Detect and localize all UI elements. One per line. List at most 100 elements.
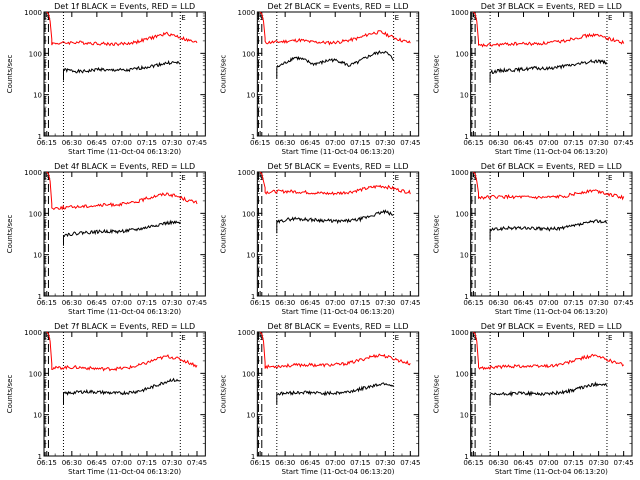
y-tick-label: 1000 (24, 9, 42, 17)
x-tick-label: 06:30 (275, 299, 295, 307)
y-tick-label: 1000 (24, 329, 42, 337)
plot-frame (256, 171, 420, 297)
y-tick-label: 10 (246, 92, 255, 100)
x-tick-label: 07:45 (400, 299, 420, 307)
chart-panel-6: Det 6f BLACK = Events, RED = LLD 1 10 100 10… (433, 162, 634, 316)
end-marker-label: E (395, 14, 399, 22)
x-tick-label: 06:15 (37, 139, 57, 147)
x-tick-label: 06:45 (87, 299, 107, 307)
x-tick-label: 07:00 (325, 139, 345, 147)
x-tick-label: 07:45 (614, 299, 634, 307)
x-tick-label: 06:30 (275, 139, 295, 147)
y-tick-label: 1000 (238, 329, 256, 337)
x-tick-label: 07:45 (187, 139, 207, 147)
x-tick-label: 06:30 (62, 299, 82, 307)
x-tick-label: 07:15 (137, 459, 157, 467)
x-tick-label: 06:30 (488, 139, 508, 147)
x-tick-label: 07:30 (589, 459, 609, 467)
y-axis-label: Counts/sec (433, 215, 441, 254)
y-tick-label: 1000 (451, 9, 469, 17)
chart-title: Det 5f BLACK = Events, RED = LLD (267, 162, 408, 171)
start-marker-label: S (473, 334, 478, 342)
x-axis-label: Start Time (11-Oct-04 06:13:20) (282, 468, 395, 476)
x-tick-label: 07:15 (350, 459, 370, 467)
lld-series-line (473, 11, 625, 48)
chart-panel-3: Det 3f BLACK = Events, RED = LLD 1 10 100 10… (433, 2, 634, 156)
events-series-line (489, 381, 608, 406)
y-axis-label: Counts/sec (6, 375, 14, 414)
y-tick-label: 1 (38, 293, 42, 301)
x-tick-label: 06:15 (250, 139, 270, 147)
x-tick-label: 07:15 (563, 299, 583, 307)
end-marker-label: E (181, 14, 185, 22)
x-tick-label: 07:45 (187, 299, 207, 307)
x-tick-label: 07:15 (350, 299, 370, 307)
y-tick-label: 100 (29, 210, 42, 218)
y-axis-label: Counts/sec (433, 55, 441, 94)
y-tick-label: 1 (464, 133, 468, 141)
events-series-line (489, 219, 608, 241)
start-marker-label: S (259, 334, 264, 342)
x-tick-label: 06:15 (37, 459, 57, 467)
x-tick-label: 07:45 (614, 459, 634, 467)
x-tick-label: 06:45 (300, 299, 320, 307)
x-tick-label: 06:45 (513, 299, 533, 307)
x-tick-label: 07:00 (325, 299, 345, 307)
x-tick-label: 06:30 (62, 139, 82, 147)
chart-title: Det 9f BLACK = Events, RED = LLD (481, 322, 622, 331)
chart-panel-4: Det 4f BLACK = Events, RED = LLD 1 10 100 10… (6, 162, 207, 316)
y-tick-label: 100 (242, 370, 255, 378)
lld-series-line (473, 331, 625, 371)
x-tick-label: 07:30 (589, 139, 609, 147)
plot-frame (43, 11, 206, 137)
lld-series-line (46, 171, 198, 211)
x-axis-label: Start Time (11-Oct-04 06:13:20) (495, 148, 608, 156)
y-tick-label: 1000 (238, 9, 256, 17)
plot-frame (43, 171, 206, 297)
x-tick-label: 07:30 (162, 459, 182, 467)
x-tick-label: 06:15 (250, 299, 270, 307)
y-tick-label: 1 (464, 293, 468, 301)
x-tick-label: 07:00 (112, 139, 132, 147)
x-tick-label: 06:45 (513, 139, 533, 147)
chart-title: Det 8f BLACK = Events, RED = LLD (267, 322, 408, 331)
chart-title: Det 3f BLACK = Events, RED = LLD (481, 2, 622, 11)
start-marker-label: S (46, 14, 51, 22)
start-marker-label: S (473, 174, 478, 182)
start-marker-label: S (259, 14, 264, 22)
plot-frame (470, 11, 633, 137)
x-tick-label: 06:30 (62, 459, 82, 467)
x-tick-label: 06:45 (300, 459, 320, 467)
y-tick-label: 10 (33, 412, 42, 420)
x-tick-label: 06:45 (87, 459, 107, 467)
y-tick-label: 10 (460, 92, 469, 100)
y-axis-label: Counts/sec (219, 215, 227, 254)
x-tick-label: 07:00 (325, 459, 345, 467)
x-tick-label: 07:45 (614, 139, 634, 147)
x-tick-label: 07:15 (350, 139, 370, 147)
x-tick-label: 07:00 (112, 459, 132, 467)
y-tick-label: 1 (464, 453, 468, 461)
y-tick-label: 1 (38, 133, 42, 141)
events-series-line (276, 209, 394, 234)
x-tick-label: 07:00 (538, 139, 558, 147)
start-marker-label: S (259, 174, 264, 182)
events-series-line (276, 50, 395, 79)
events-series-line (276, 382, 394, 405)
y-axis-label: Counts/sec (6, 55, 14, 94)
end-marker-label: E (181, 334, 185, 342)
y-tick-label: 1000 (451, 169, 469, 177)
start-marker-label: S (46, 334, 51, 342)
x-tick-label: 06:45 (87, 139, 107, 147)
x-axis-label: Start Time (11-Oct-04 06:13:20) (282, 148, 395, 156)
x-tick-label: 06:15 (463, 459, 483, 467)
y-tick-label: 100 (455, 50, 468, 58)
x-tick-label: 07:30 (589, 299, 609, 307)
x-tick-label: 06:30 (275, 459, 295, 467)
lld-series-line (259, 11, 411, 46)
events-series-line (63, 377, 181, 405)
y-tick-label: 10 (246, 412, 255, 420)
y-tick-label: 1 (251, 133, 255, 141)
x-tick-label: 07:00 (538, 299, 558, 307)
x-tick-label: 07:45 (187, 459, 207, 467)
